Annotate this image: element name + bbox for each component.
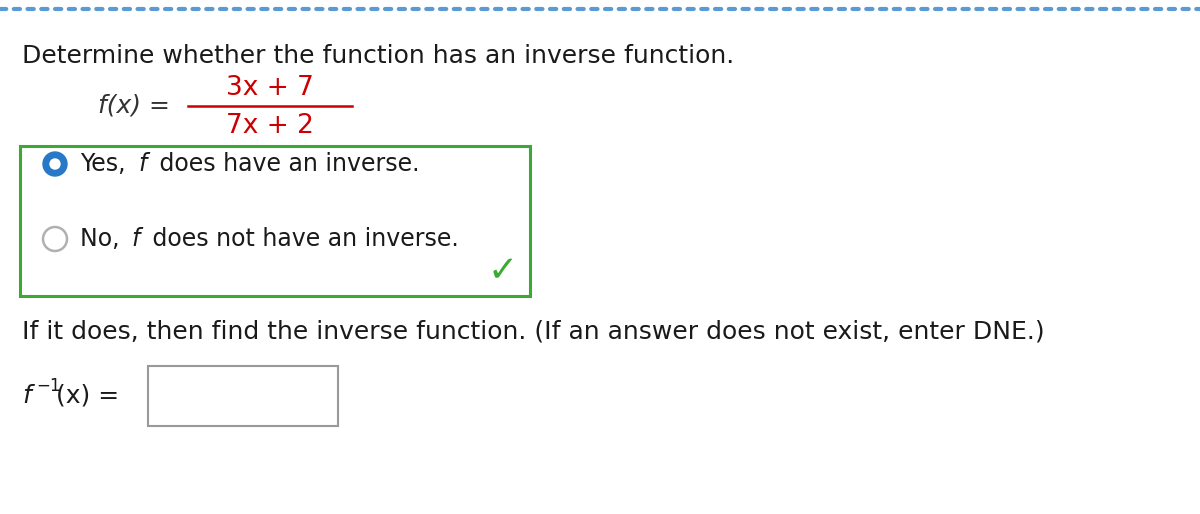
Text: ✓: ✓: [487, 254, 518, 288]
Circle shape: [50, 159, 60, 169]
Text: does not have an inverse.: does not have an inverse.: [145, 227, 458, 251]
Text: 7x + 2: 7x + 2: [226, 113, 314, 139]
Text: f: f: [22, 384, 31, 408]
Text: 3x + 7: 3x + 7: [226, 75, 314, 101]
Text: f(x) =: f(x) =: [98, 94, 170, 118]
Text: No,: No,: [80, 227, 127, 251]
Text: If it does, then find the inverse function. (If an answer does not exist, enter : If it does, then find the inverse functi…: [22, 319, 1045, 343]
Text: (x) =: (x) =: [56, 384, 119, 408]
FancyBboxPatch shape: [20, 146, 530, 296]
Text: f: f: [138, 152, 146, 176]
Circle shape: [43, 152, 67, 176]
FancyBboxPatch shape: [148, 366, 338, 426]
Text: −1: −1: [36, 377, 60, 395]
Text: Yes,: Yes,: [80, 152, 133, 176]
Text: Determine whether the function has an inverse function.: Determine whether the function has an in…: [22, 44, 734, 68]
Text: f: f: [131, 227, 139, 251]
Text: does have an inverse.: does have an inverse.: [152, 152, 420, 176]
